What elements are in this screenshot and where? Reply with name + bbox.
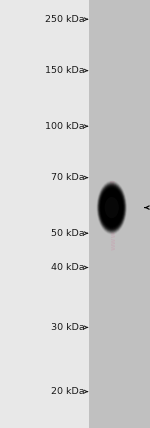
Text: 250 kDa: 250 kDa: [45, 15, 85, 24]
Text: 40 kDa: 40 kDa: [51, 263, 85, 272]
Ellipse shape: [105, 196, 118, 219]
Ellipse shape: [99, 185, 124, 230]
Ellipse shape: [103, 193, 120, 223]
Text: 150 kDa: 150 kDa: [45, 66, 85, 75]
Ellipse shape: [102, 190, 122, 225]
Ellipse shape: [103, 192, 121, 223]
Ellipse shape: [103, 193, 120, 222]
Ellipse shape: [105, 196, 118, 219]
Ellipse shape: [106, 197, 118, 218]
Ellipse shape: [102, 190, 122, 225]
Ellipse shape: [100, 187, 123, 228]
Ellipse shape: [105, 197, 119, 218]
Text: 50 kDa: 50 kDa: [51, 229, 85, 238]
Ellipse shape: [100, 187, 123, 228]
Ellipse shape: [97, 181, 127, 234]
Ellipse shape: [98, 183, 126, 232]
Ellipse shape: [104, 194, 120, 221]
Text: 30 kDa: 30 kDa: [51, 323, 85, 332]
Ellipse shape: [106, 198, 117, 217]
Text: www.PTGAB.COM: www.PTGAB.COM: [111, 178, 117, 250]
Bar: [89, 0, 150, 428]
Ellipse shape: [103, 191, 121, 224]
Ellipse shape: [101, 188, 123, 227]
Ellipse shape: [100, 186, 124, 229]
Ellipse shape: [98, 183, 126, 232]
Text: 70 kDa: 70 kDa: [51, 173, 85, 182]
Text: 20 kDa: 20 kDa: [51, 387, 85, 396]
Ellipse shape: [97, 182, 126, 233]
Ellipse shape: [107, 199, 117, 217]
Ellipse shape: [104, 193, 120, 222]
Ellipse shape: [99, 186, 124, 229]
Text: 100 kDa: 100 kDa: [45, 122, 85, 131]
Ellipse shape: [101, 188, 123, 227]
Ellipse shape: [102, 190, 122, 226]
Ellipse shape: [99, 184, 125, 231]
Ellipse shape: [106, 198, 117, 217]
Ellipse shape: [98, 184, 125, 232]
Ellipse shape: [102, 191, 121, 224]
Ellipse shape: [104, 194, 119, 221]
Ellipse shape: [97, 182, 126, 233]
Ellipse shape: [106, 197, 118, 218]
Ellipse shape: [105, 195, 119, 220]
Ellipse shape: [101, 189, 122, 226]
Ellipse shape: [99, 184, 125, 231]
Ellipse shape: [100, 187, 124, 229]
Ellipse shape: [105, 195, 119, 220]
